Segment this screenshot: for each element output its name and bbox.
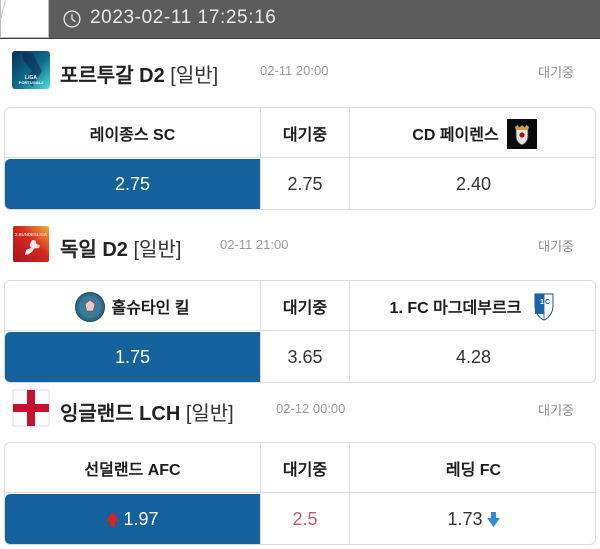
svg-text:PORTUGAL2: PORTUGAL2 <box>19 80 44 85</box>
svg-text:C: C <box>545 299 550 306</box>
svg-text:2.BUNDESLIGA: 2.BUNDESLIGA <box>15 232 47 237</box>
